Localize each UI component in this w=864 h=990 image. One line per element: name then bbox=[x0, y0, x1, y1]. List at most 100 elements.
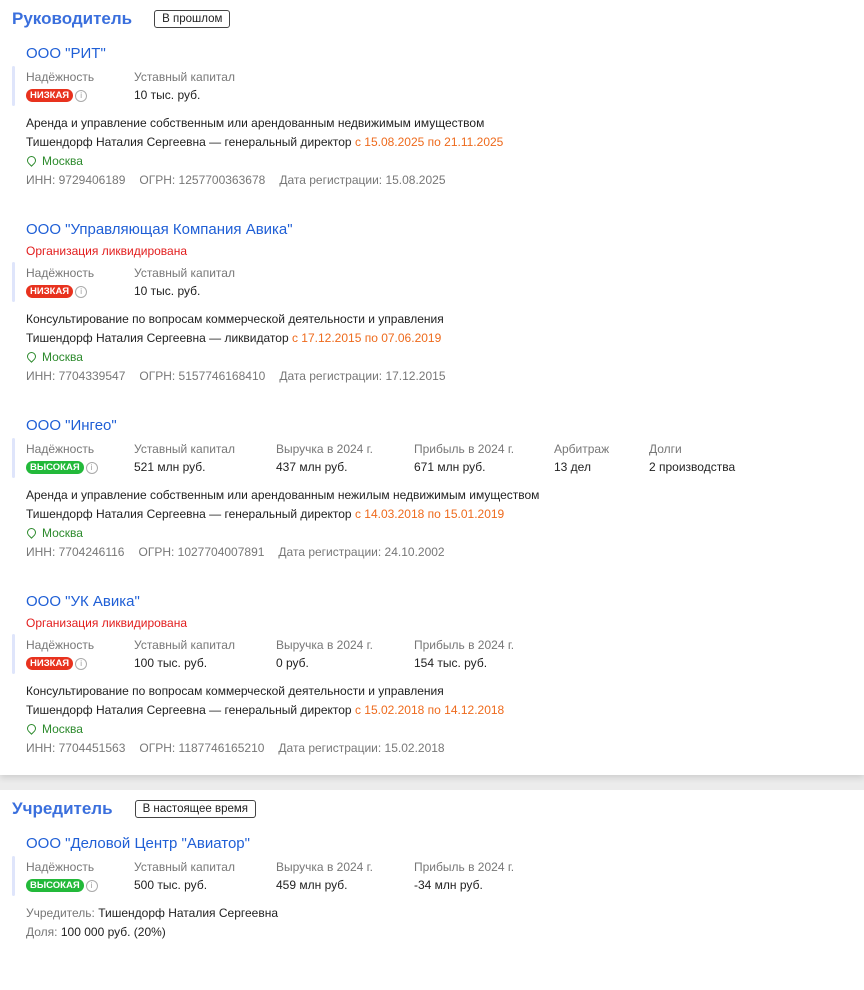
ogrn: ОГРН: 5157746168410 bbox=[139, 369, 266, 383]
role-line: Тишендорф Наталия Сергеевна — генеральны… bbox=[26, 505, 864, 524]
company-details: Консультирование по вопросам коммерческо… bbox=[25, 682, 864, 758]
metric-label: Надёжность bbox=[26, 442, 95, 456]
company-name-link[interactable]: ООО "УК Авика" bbox=[26, 593, 140, 610]
reliability-metric: Надёжность ВЫСОКАЯ i bbox=[26, 858, 134, 894]
metric-label: Уставный капитал bbox=[134, 860, 235, 874]
person-role: Тишендорф Наталия Сергеевна — генеральны… bbox=[26, 703, 352, 717]
metric-label: Уставный капитал bbox=[134, 266, 235, 280]
metric-value: НИЗКАЯ i bbox=[26, 86, 134, 104]
section-founder: Учредитель В настоящее время ООО "Деловой … bbox=[0, 790, 864, 990]
metric-label: Выручка в 2024 г. bbox=[276, 638, 373, 652]
share-line: Доля: 100 000 руб. (20%) bbox=[26, 923, 864, 942]
company-name-link[interactable]: ООО "Управляющая Компания Авика" bbox=[26, 221, 293, 238]
metric: Уставный капитал 500 тыс. руб. bbox=[134, 858, 276, 894]
metric-value: 154 тыс. руб. bbox=[414, 656, 488, 670]
reliability-badge: НИЗКАЯ bbox=[26, 89, 74, 103]
metric: Уставный капитал 100 тыс. руб. bbox=[134, 636, 276, 672]
reliability-badge: ВЫСОКАЯ bbox=[26, 879, 84, 893]
company-details: Учредитель: Тишендорф Наталия Сергеевна Д… bbox=[26, 904, 864, 942]
identifiers: ИНН: 7704339547 ОГРН: 5157746168410 Дата р… bbox=[26, 367, 864, 386]
metric-label: Выручка в 2024 г. bbox=[276, 442, 373, 456]
section-title: Руководитель bbox=[12, 9, 133, 28]
role-period: с 17.12.2015 по 07.06.2019 bbox=[291, 331, 442, 345]
reliability-metric: Надёжность НИЗКАЯ i bbox=[26, 68, 134, 104]
metric: Уставный капитал 10 тыс. руб. bbox=[134, 264, 276, 300]
metric-value: 2 производства bbox=[649, 460, 736, 474]
company-metrics: Надёжность НИЗКАЯ i Уставный капитал 10 тыс.… bbox=[12, 262, 864, 302]
metric-label: Прибыль в 2024 г. bbox=[414, 442, 515, 456]
period-filter-button[interactable]: В настоящее время bbox=[134, 800, 257, 818]
metric: Прибыль в 2024 г. 671 млн руб. bbox=[414, 440, 554, 476]
metric-value: 10 тыс. руб. bbox=[134, 88, 201, 102]
metric-label: Долги bbox=[649, 442, 682, 456]
activity: Консультирование по вопросам коммерческо… bbox=[26, 684, 444, 698]
metric-label: Уставный капитал bbox=[134, 442, 235, 456]
info-circle-icon[interactable]: i bbox=[75, 89, 88, 102]
role-period: с 15.02.2018 по 14.12.2018 bbox=[354, 703, 505, 717]
metric-value: 100 тыс. руб. bbox=[134, 656, 208, 670]
role-line: Тишендорф Наталия Сергеевна — генеральны… bbox=[26, 133, 864, 152]
city-line: Москва bbox=[25, 720, 864, 739]
company-item: ООО "Деловой Центр "Авиатор" Надёжность ВЫ… bbox=[0, 828, 864, 942]
metric: Уставный капитал 10 тыс. руб. bbox=[134, 68, 276, 104]
metric-label: Арбитраж bbox=[554, 442, 610, 456]
identifiers: ИНН: 7704246116 ОГРН: 1027704007891 Дата р… bbox=[26, 543, 864, 562]
metric: Долги 2 производства bbox=[649, 440, 735, 476]
company-details: Аренда и управление собственным или арен… bbox=[25, 114, 864, 190]
metric-value: ВЫСОКАЯ i bbox=[26, 458, 134, 476]
metric-value: 459 млн руб. bbox=[276, 878, 348, 892]
inn: ИНН: 9729406189 bbox=[26, 173, 126, 187]
company-name-link[interactable]: ООО "Деловой Центр "Авиатор" bbox=[26, 835, 250, 852]
reliability-badge: НИЗКАЯ bbox=[26, 657, 74, 671]
city: Москва bbox=[42, 526, 83, 540]
info-circle-icon[interactable]: i bbox=[85, 461, 98, 474]
identifiers: ИНН: 9729406189 ОГРН: 1257700363678 Дата р… bbox=[26, 171, 864, 190]
metric-value: 13 дел bbox=[554, 460, 591, 474]
liquidated-status: Организация ликвидирована bbox=[26, 616, 188, 630]
metric-label: Уставный капитал bbox=[134, 638, 235, 652]
city: Москва bbox=[42, 722, 83, 736]
company-metrics: Надёжность ВЫСОКАЯ i Уставный капитал 500 ты… bbox=[12, 856, 864, 896]
role-period: с 15.08.2025 по 21.11.2025 bbox=[354, 135, 504, 149]
metric-label: Прибыль в 2024 г. bbox=[414, 638, 515, 652]
registration-date: Дата регистрации: 17.12.2015 bbox=[279, 369, 446, 383]
company-metrics: Надёжность НИЗКАЯ i Уставный капитал 100 тыс… bbox=[12, 634, 864, 674]
section-header: Руководитель В прошлом bbox=[0, 0, 864, 38]
reliability-badge: НИЗКАЯ bbox=[26, 285, 74, 299]
info-circle-icon[interactable]: i bbox=[85, 879, 98, 892]
ogrn: ОГРН: 1027704007891 bbox=[138, 545, 265, 559]
share-value: 100 000 руб. (20%) bbox=[60, 925, 166, 939]
reliability-metric: Надёжность НИЗКАЯ i bbox=[26, 264, 134, 300]
metric-label: Выручка в 2024 г. bbox=[276, 860, 373, 874]
section-title: Учредитель bbox=[12, 799, 113, 818]
metric-label: Прибыль в 2024 г. bbox=[414, 860, 515, 874]
metric-value: 500 тыс. руб. bbox=[134, 878, 208, 892]
metric-label: Надёжность bbox=[26, 266, 95, 280]
liquidated-status: Организация ликвидирована bbox=[26, 244, 188, 258]
founder-line: Учредитель: Тишендорф Наталия Сергеевна bbox=[26, 904, 864, 923]
metric-label: Надёжность bbox=[26, 638, 95, 652]
metric-value: 10 тыс. руб. bbox=[134, 284, 201, 298]
city: Москва bbox=[42, 350, 83, 364]
founder-name: Тишендорф Наталия Сергеевна bbox=[98, 906, 279, 920]
period-filter-button[interactable]: В прошлом bbox=[154, 10, 231, 28]
company-item: ООО "Управляющая Компания Авика" Организа… bbox=[0, 214, 864, 386]
company-name-link[interactable]: ООО "Ингео" bbox=[26, 417, 117, 434]
inn: ИНН: 7704339547 bbox=[26, 369, 126, 383]
city-line: Москва bbox=[25, 524, 864, 543]
metric-value: НИЗКАЯ i bbox=[26, 654, 134, 672]
info-circle-icon[interactable]: i bbox=[75, 285, 88, 298]
activity: Консультирование по вопросам коммерческо… bbox=[26, 312, 444, 326]
share-label: Доля: bbox=[26, 925, 58, 939]
registration-date: Дата регистрации: 15.08.2025 bbox=[279, 173, 446, 187]
company-name-link[interactable]: ООО "РИТ" bbox=[26, 45, 106, 62]
inn: ИНН: 7704246116 bbox=[26, 545, 125, 559]
company-metrics: Надёжность НИЗКАЯ i Уставный капитал 10 тыс.… bbox=[12, 66, 864, 106]
person-role: Тишендорф Наталия Сергеевна — генеральны… bbox=[26, 135, 352, 149]
metric: Выручка в 2024 г. 0 руб. bbox=[276, 636, 414, 672]
metric-label: Надёжность bbox=[26, 860, 95, 874]
info-circle-icon[interactable]: i bbox=[75, 657, 88, 670]
map-pin-icon bbox=[25, 722, 38, 735]
metric: Прибыль в 2024 г. 154 тыс. руб. bbox=[414, 636, 554, 672]
section-header: Учредитель В настоящее время bbox=[0, 790, 864, 828]
